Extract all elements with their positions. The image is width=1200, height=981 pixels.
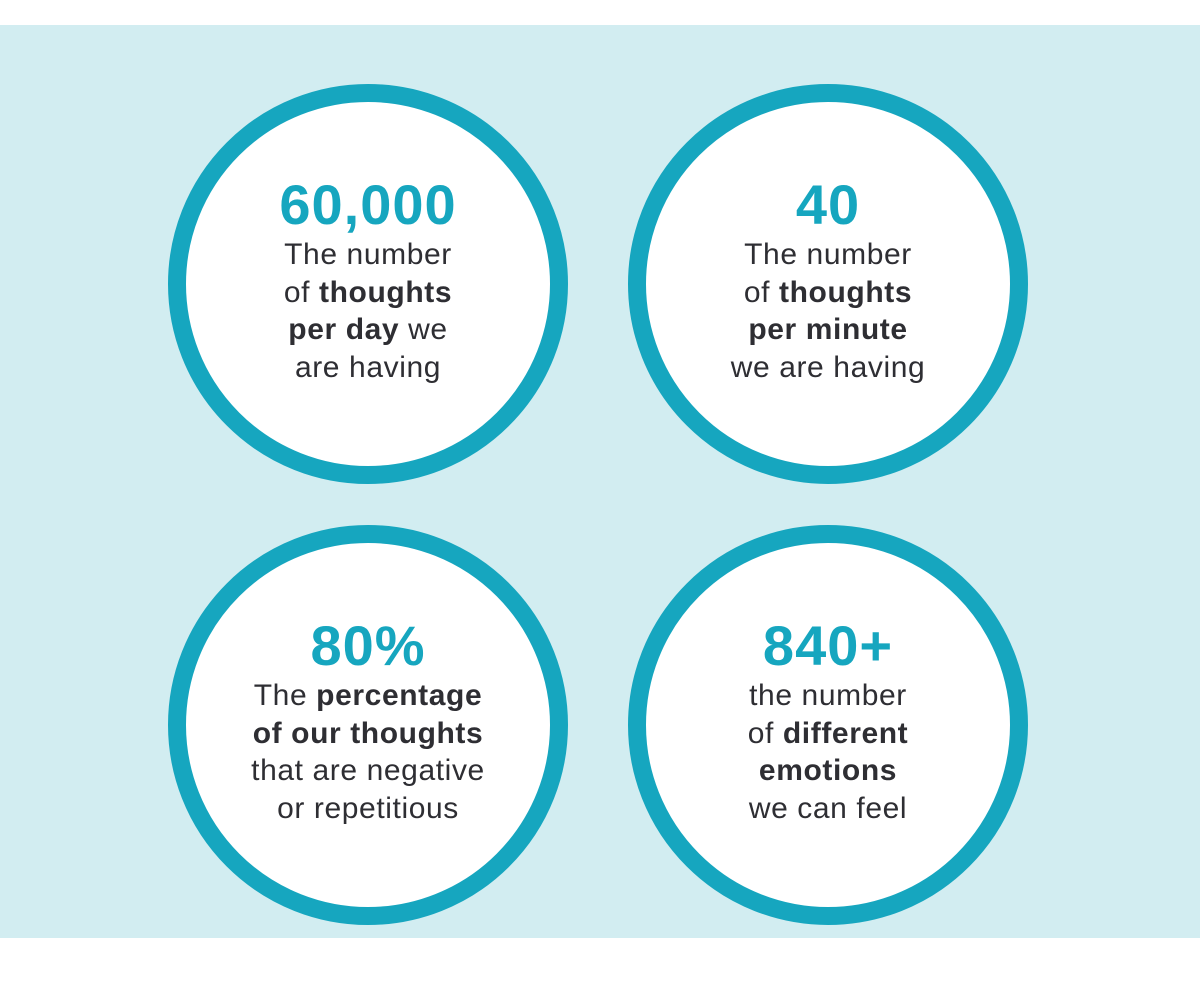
text: of [283,275,320,309]
stat-description-line: The number [284,236,452,274]
text: we [399,313,448,346]
stat-description-line: are having [284,349,452,387]
infographic-panel: 60,000 The number of thoughts per day we ar… [0,25,1200,938]
bold-text: per minute [748,313,908,346]
text: that are negative [251,754,485,787]
stat-description: The number of thoughts per minute we are ha… [731,236,926,386]
stat-circle-thoughts-per-minute: 40 The number of thoughts per minute we are… [628,84,1028,484]
bold-text: emotions [758,754,898,787]
bold-text: thoughts [779,275,913,309]
stat-description-line: that are negative [251,752,485,790]
stat-description-line: per day we [284,311,452,349]
stat-description-line: of our thoughts [251,715,485,753]
stat-description-line: per minute [731,311,926,349]
text: The number [284,238,452,271]
bold-text: thoughts [319,275,453,309]
bold-text: of our thoughts [252,716,484,750]
text: of [747,716,783,750]
stat-description-line: we can feel [748,790,909,828]
bold-text: per day [288,313,400,346]
stat-description: the number of different emotions we can fee… [748,677,909,827]
text: the number [749,679,907,712]
stat-description: The percentage of our thoughts that are ne… [251,677,485,827]
text: we can feel [748,791,908,825]
stat-description-line: or repetitious [251,790,485,828]
text: we are having [730,350,926,384]
stat-circle-negative-thoughts: 80% The percentage of our thoughts that ar… [168,525,568,925]
text: The number [744,238,912,271]
stat-description-line: of thoughts [284,274,452,312]
stat-description-line: of thoughts [731,274,926,312]
stat-value: 80% [310,614,426,677]
stat-value: 40 [795,173,861,236]
stat-description: The number of thoughts per day we are havin… [284,236,452,386]
stat-circle-thoughts-per-day: 60,000 The number of thoughts per day we ar… [168,84,568,484]
stat-value: 60,000 [279,173,457,236]
stat-description-line: we are having [731,349,926,387]
bold-text: percentage [316,679,483,712]
text: of [743,275,780,309]
stat-description-line: emotions [748,752,909,790]
stat-circle-emotions: 840+ the number of different emotions we ca… [628,525,1028,925]
stat-description-line: the number [748,677,909,715]
text: are having [294,350,442,384]
stat-description-line: The percentage [251,677,485,715]
text: or repetitious [277,791,459,825]
text: The [253,679,317,712]
bold-text: different [782,716,909,750]
stat-description-line: of different [748,715,909,753]
stat-description-line: The number [731,236,926,274]
stat-value: 840+ [762,614,894,677]
